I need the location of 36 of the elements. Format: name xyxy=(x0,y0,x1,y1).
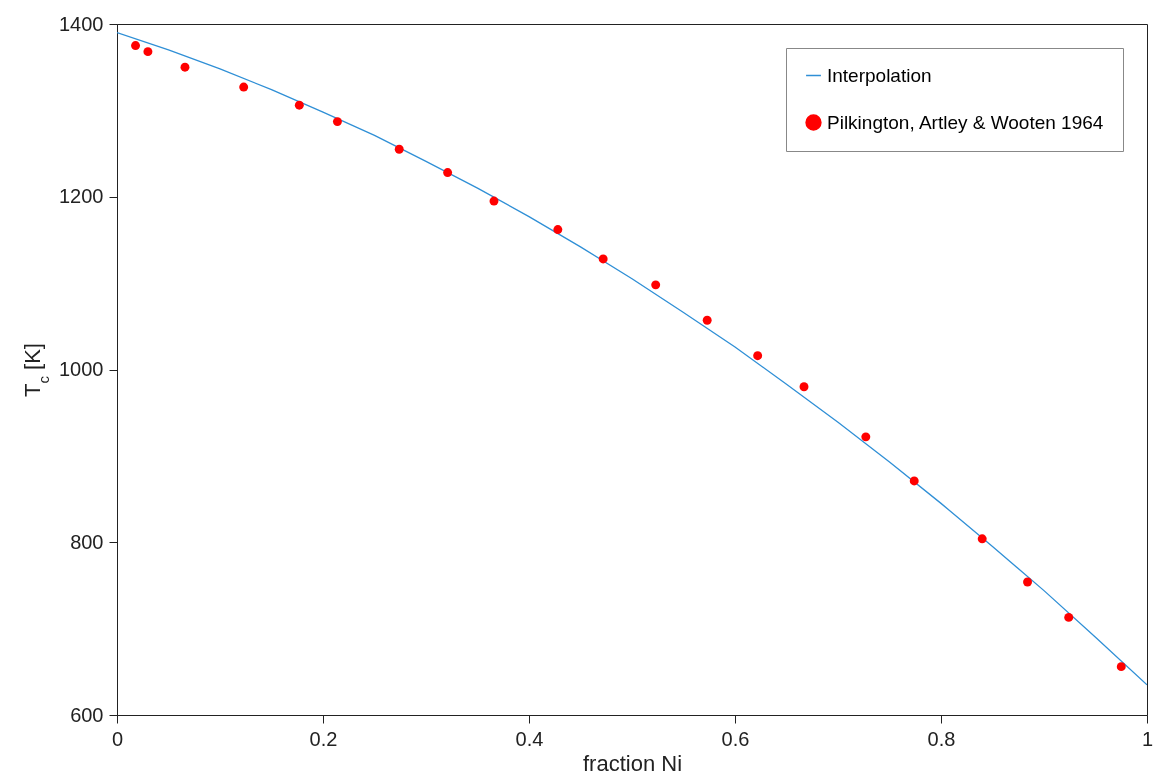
point xyxy=(294,100,304,110)
x-tick-label: 0.8 xyxy=(927,727,956,750)
line-series xyxy=(117,31,1147,686)
point xyxy=(1023,577,1032,587)
point xyxy=(909,476,919,486)
x-tick-label: 1 xyxy=(1141,727,1154,750)
point xyxy=(180,62,190,72)
y-tick-label: 800 xyxy=(70,530,104,553)
point xyxy=(489,196,499,206)
y-tick-label: 1000 xyxy=(59,358,104,380)
x-tick-label: 0.4 xyxy=(515,727,544,750)
point xyxy=(598,254,608,264)
legend-label: Pilkington, Artley & Wooten 1964 xyxy=(827,111,1104,133)
x-tick-label: 0.2 xyxy=(309,727,338,750)
point xyxy=(702,315,712,325)
y-tick-label: 600 xyxy=(70,703,104,726)
point xyxy=(332,117,342,127)
y-tick-label: 1200 xyxy=(59,185,104,208)
point xyxy=(1116,662,1126,672)
point xyxy=(443,168,453,178)
x-axis-title: fraction Ni xyxy=(582,750,683,776)
point xyxy=(553,225,563,235)
point xyxy=(799,382,809,392)
point xyxy=(861,432,871,442)
point xyxy=(131,41,141,51)
x-tick-label: 0 xyxy=(111,727,124,750)
y-tick-label: 1400 xyxy=(59,12,104,35)
point xyxy=(753,351,763,361)
point xyxy=(394,144,404,154)
point xyxy=(239,82,249,92)
point xyxy=(651,280,661,290)
legend-label: Interpolation xyxy=(827,64,932,86)
point xyxy=(977,534,987,544)
point xyxy=(1064,612,1074,622)
x-tick-label: 0.6 xyxy=(721,727,750,750)
point xyxy=(143,47,153,57)
